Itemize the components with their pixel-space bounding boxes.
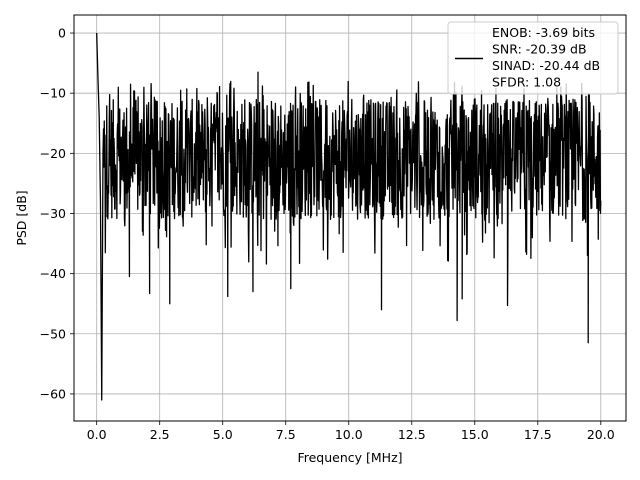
x-axis: 0.0 2.5 5.0 7.5 10.0 12.5 15.0 17.5 20.0 xyxy=(87,421,615,442)
x-tick-label: 7.5 xyxy=(276,427,296,442)
x-tick-label: 15.0 xyxy=(461,427,489,442)
x-tick-label: 10.0 xyxy=(335,427,363,442)
x-tick-label: 12.5 xyxy=(398,427,426,442)
psd-line-group xyxy=(96,33,602,401)
x-tick-label: 0.0 xyxy=(87,427,107,442)
legend-box xyxy=(447,21,619,95)
y-tick-label: −60 xyxy=(40,386,66,401)
psd-series-line xyxy=(96,33,602,401)
legend-sfdr: SFDR: 1.08 xyxy=(492,75,561,90)
y-tick-label: −20 xyxy=(40,146,66,161)
legend: ENOB: -3.69 bits SNR: -20.39 dB SINAD: -… xyxy=(447,21,619,95)
axes-frame xyxy=(73,14,627,422)
x-axis-label: Frequency [MHz] xyxy=(297,450,402,465)
y-tick-label: −30 xyxy=(40,206,66,221)
y-tick-label: −50 xyxy=(40,326,66,341)
legend-snr: SNR: -20.39 dB xyxy=(492,42,587,57)
y-tick-label: 0 xyxy=(58,26,66,41)
legend-enob: ENOB: -3.69 bits xyxy=(492,25,595,40)
x-tick-label: 20.0 xyxy=(587,427,615,442)
y-tick-label: −10 xyxy=(40,86,66,101)
y-axis: 0 −10 −20 −30 −40 −50 −60 xyxy=(40,26,74,401)
x-tick-label: 2.5 xyxy=(150,427,170,442)
legend-sinad: SINAD: -20.44 dB xyxy=(492,58,600,73)
x-tick-label: 17.5 xyxy=(524,427,552,442)
y-tick-label: −40 xyxy=(40,266,66,281)
x-tick-label: 5.0 xyxy=(213,427,233,442)
y-axis-label: PSD [dB] xyxy=(14,190,29,245)
